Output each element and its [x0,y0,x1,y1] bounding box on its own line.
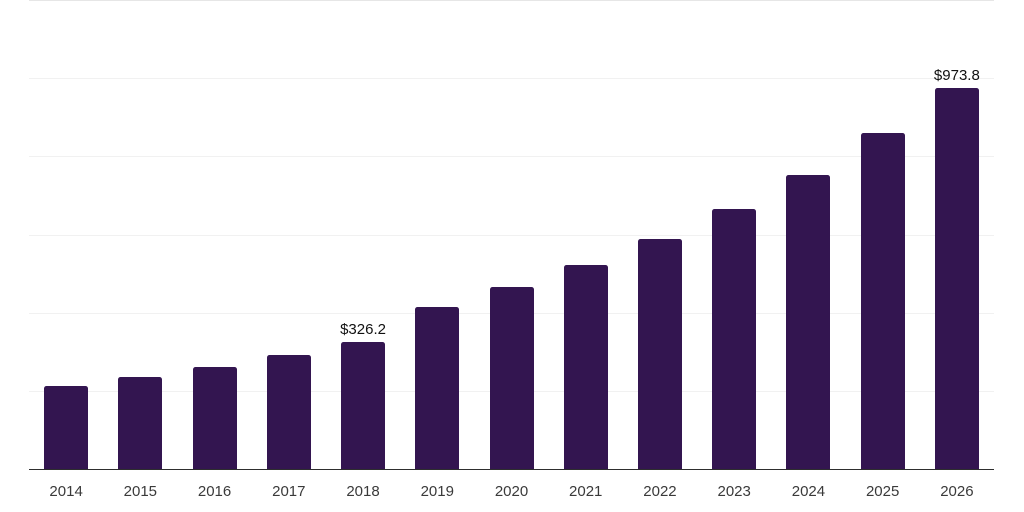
gridline [29,234,994,236]
bar-2016[interactable] [192,367,237,469]
x-tick-label-2026: 2026 [940,483,974,500]
bar-2018[interactable] [341,341,386,469]
x-tick-label-2021: 2021 [569,483,603,500]
bar-2015[interactable] [118,377,163,469]
x-tick-label-2019: 2019 [420,483,454,500]
gridline [29,0,994,1]
bar-2025[interactable] [860,133,905,469]
x-tick-label-2018: 2018 [346,483,380,500]
gridline [29,156,994,158]
x-tick-label-2016: 2016 [197,483,232,500]
x-tick-label-2024: 2024 [791,483,826,500]
bar-value-label-2026: $973.8 [933,67,980,85]
bar-2026[interactable] [934,88,979,469]
x-tick-label-2015: 2015 [123,483,158,500]
bar-value-label-2018: $326.2 [340,320,386,338]
bar-2014[interactable] [44,386,89,469]
bar-2019[interactable] [415,306,460,469]
bar-2024[interactable] [786,174,831,469]
gridline [29,78,994,80]
x-tick-label-2017: 2017 [272,483,306,500]
x-tick-label-2023: 2023 [717,483,751,500]
bar-2020[interactable] [489,286,534,469]
bar-2017[interactable] [266,355,311,469]
x-tick-label-2014: 2014 [49,483,83,500]
bar-2023[interactable] [712,208,757,469]
x-tick-label-2022: 2022 [643,483,677,500]
bar-2021[interactable] [563,265,608,469]
bar-2022[interactable] [637,239,682,469]
x-tick-label-2025: 2025 [865,483,900,500]
plot-area: $326.2 $973.8 [29,0,994,470]
x-tick-label-2020: 2020 [494,483,529,500]
